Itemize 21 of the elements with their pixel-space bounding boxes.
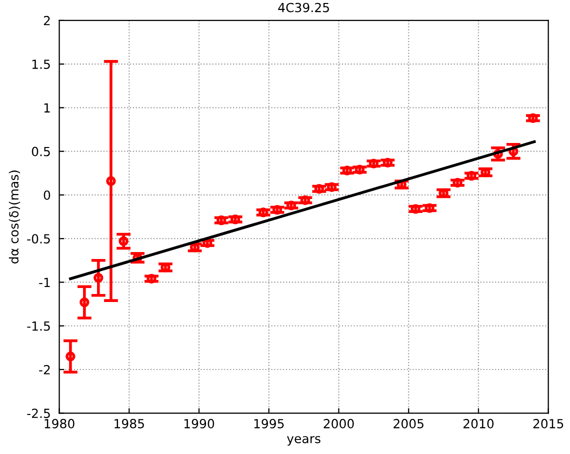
y-axis-title: dα cos(δ)(mas) — [8, 170, 20, 264]
x-tick-label: 1980 — [44, 418, 74, 428]
x-tick-label: 2005 — [394, 418, 424, 428]
y-tick-label: -2.5 — [27, 408, 50, 418]
y-tick-label: -1.5 — [27, 322, 50, 331]
y-tick-label: 0 — [44, 190, 50, 200]
x-axis-title: years — [286, 436, 320, 446]
y-tick-label: -2 — [39, 364, 50, 374]
x-tick-label: 1995 — [254, 418, 284, 428]
y-tick-label: -0.5 — [27, 234, 50, 244]
y-tick-label: 0.5 — [32, 146, 50, 156]
x-tick-label: 1990 — [184, 418, 214, 428]
x-tick-label: 2010 — [463, 418, 494, 428]
y-tick-label: 1 — [44, 103, 50, 112]
chart-title: 4C39.25 — [278, 2, 329, 12]
y-tick-label: 1.5 — [32, 60, 50, 69]
y-tick-label: -1 — [39, 278, 50, 287]
x-tick-label: 1985 — [114, 418, 144, 428]
x-tick-label: 2000 — [324, 418, 354, 428]
y-tick-label: 2 — [44, 16, 50, 26]
x-tick-label: 2015 — [533, 418, 564, 428]
